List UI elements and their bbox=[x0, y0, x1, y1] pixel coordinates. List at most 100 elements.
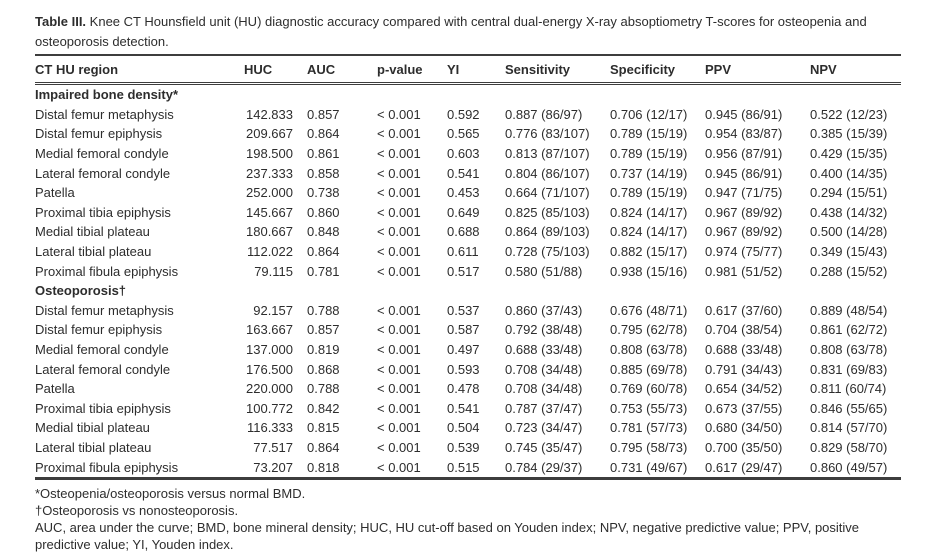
footnote-dagger: †Osteoporosis vs nonosteoporosis. bbox=[35, 503, 239, 519]
table-row: Proximal tibia epiphysis 145.667 0.860 < 0.… bbox=[35, 203, 901, 223]
table-row: Medial tibial plateau 116.333 0.815 < 0.001… bbox=[35, 418, 901, 438]
table-cell: 0.537 bbox=[447, 302, 480, 318]
table-cell: 0.781 bbox=[307, 263, 340, 279]
table-cell: 0.400 (14/35) bbox=[810, 165, 888, 181]
table-cell: 220.000 bbox=[246, 381, 293, 397]
table-cell: < 0.001 bbox=[377, 106, 421, 122]
table-cell: 0.864 bbox=[307, 126, 340, 142]
table-cell: 0.956 (87/91) bbox=[705, 146, 783, 162]
table-cell: 0.831 (69/83) bbox=[810, 361, 888, 377]
row-label-cell: Lateral femoral condyle bbox=[35, 165, 171, 181]
table-cell: < 0.001 bbox=[377, 420, 421, 436]
row-label-cell: Patella bbox=[35, 185, 75, 201]
table-cell: 0.889 (48/54) bbox=[810, 302, 888, 318]
table-row: Distal femur metaphysis 142.833 0.857 < 0.0… bbox=[35, 105, 901, 125]
footnote-asterisk: *Osteopenia/osteoporosis versus normal B… bbox=[35, 485, 306, 501]
table-cell: 0.967 (89/92) bbox=[705, 224, 783, 240]
table-cell: < 0.001 bbox=[377, 459, 421, 475]
table-cell: 0.787 (37/47) bbox=[505, 400, 583, 416]
table-cell: 0.453 bbox=[447, 185, 480, 201]
table-cell: 0.664 (71/107) bbox=[505, 185, 590, 201]
table-cell: 0.857 bbox=[307, 322, 340, 338]
table-cell: 0.981 (51/52) bbox=[705, 263, 783, 279]
row-label-cell: Proximal fibula epiphysis bbox=[35, 263, 179, 279]
column-header-auc: AUC bbox=[297, 54, 367, 85]
table-cell: < 0.001 bbox=[377, 204, 421, 220]
table-cell: 0.860 bbox=[307, 204, 340, 220]
table-row: Medial femoral condyle 198.500 0.861 < 0.00… bbox=[35, 144, 901, 164]
table-cell: 0.539 bbox=[447, 439, 480, 455]
table-cell: 0.731 (49/67) bbox=[610, 459, 688, 475]
table-cell: 0.858 bbox=[307, 165, 340, 181]
table-row: Lateral femoral condyle 237.333 0.858 < 0.0… bbox=[35, 163, 901, 183]
table-cell: 180.667 bbox=[246, 224, 293, 240]
table-cell: 92.157 bbox=[253, 302, 293, 318]
table-cell: 0.887 (86/97) bbox=[505, 106, 583, 122]
table-body: Impaired bone density* Distal femur metap… bbox=[35, 84, 901, 479]
table-cell: 0.861 bbox=[307, 146, 340, 162]
table-cell: 77.517 bbox=[253, 439, 293, 455]
table-cell: < 0.001 bbox=[377, 302, 421, 318]
table-cell: 0.804 (86/107) bbox=[505, 165, 590, 181]
section-header-row: Impaired bone density* bbox=[35, 84, 901, 105]
table-footnotes: *Osteopenia/osteoporosis versus normal B… bbox=[35, 485, 905, 554]
table-row: Distal femur epiphysis 209.667 0.864 < 0.00… bbox=[35, 124, 901, 144]
table-cell: 0.688 (33/48) bbox=[705, 342, 783, 358]
table-cell: 209.667 bbox=[246, 126, 293, 142]
column-header-yi: YI bbox=[437, 54, 495, 85]
table-cell: 0.857 bbox=[307, 106, 340, 122]
row-label-cell: Medial femoral condyle bbox=[35, 342, 169, 358]
table-cell: 0.429 (15/35) bbox=[810, 146, 888, 162]
table-cell: 0.593 bbox=[447, 361, 480, 377]
table-cell: 0.967 (89/92) bbox=[705, 204, 783, 220]
table-cell: 0.654 (34/52) bbox=[705, 381, 783, 397]
table-cell: < 0.001 bbox=[377, 263, 421, 279]
table-cell: 0.808 (63/78) bbox=[610, 342, 688, 358]
section-header-row: Osteoporosis† bbox=[35, 281, 901, 301]
table-cell: 0.649 bbox=[447, 204, 480, 220]
table-cell: 0.788 bbox=[307, 302, 340, 318]
column-header-npv: NPV bbox=[800, 54, 901, 85]
table-cell: 0.824 (14/17) bbox=[610, 204, 688, 220]
table-cell: 0.885 (69/78) bbox=[610, 361, 688, 377]
table-cell: < 0.001 bbox=[377, 400, 421, 416]
table-cell: 0.814 (57/70) bbox=[810, 420, 888, 436]
table-cell: 0.860 (37/43) bbox=[505, 302, 583, 318]
table-cell: 0.813 (87/107) bbox=[505, 146, 590, 162]
table-cell: < 0.001 bbox=[377, 381, 421, 397]
table-row: Proximal fibula epiphysis 79.115 0.781 < 0.… bbox=[35, 261, 901, 281]
table-row: Proximal tibia epiphysis 100.772 0.842 < 0.… bbox=[35, 399, 901, 419]
table-cell: 0.385 (15/39) bbox=[810, 126, 888, 142]
table-cell: 0.818 bbox=[307, 459, 340, 475]
table-cell: 0.723 (34/47) bbox=[505, 420, 583, 436]
table-cell: 0.868 bbox=[307, 361, 340, 377]
table-cell: 0.842 bbox=[307, 400, 340, 416]
row-label-cell: Proximal fibula epiphysis bbox=[35, 459, 179, 475]
table-cell: 0.860 (49/57) bbox=[810, 459, 888, 475]
table-title-label: Table III. bbox=[35, 14, 87, 29]
table-row: Medial tibial plateau 180.667 0.848 < 0.001… bbox=[35, 222, 901, 242]
row-label-cell: Distal femur metaphysis bbox=[35, 302, 174, 318]
table-cell: < 0.001 bbox=[377, 322, 421, 338]
table-cell: 0.864 bbox=[307, 244, 340, 260]
table-cell: 0.706 (12/17) bbox=[610, 106, 688, 122]
table-cell: 0.945 (86/91) bbox=[705, 106, 783, 122]
column-header-p-value: p-value bbox=[367, 54, 437, 85]
table-cell: 0.788 bbox=[307, 381, 340, 397]
section-header-cell: Impaired bone density* bbox=[35, 87, 179, 103]
row-label-cell: Distal femur epiphysis bbox=[35, 322, 163, 338]
table-cell: 0.947 (71/75) bbox=[705, 185, 783, 201]
table-cell: < 0.001 bbox=[377, 224, 421, 240]
table-cell: 0.688 (33/48) bbox=[505, 342, 583, 358]
table-cell: 0.500 (14/28) bbox=[810, 224, 888, 240]
table-row: Proximal fibula epiphysis 73.207 0.818 < 0.… bbox=[35, 457, 901, 478]
table-cell: 252.000 bbox=[246, 185, 293, 201]
table-cell: 0.769 (60/78) bbox=[610, 381, 688, 397]
table-cell: 0.808 (63/78) bbox=[810, 342, 888, 358]
section-header-cell: Osteoporosis† bbox=[35, 283, 127, 299]
column-header-sensitivity: Sensitivity bbox=[495, 54, 600, 85]
table-cell: 0.603 bbox=[447, 146, 480, 162]
table-cell: 0.974 (75/77) bbox=[705, 244, 783, 260]
table-cell: 0.504 bbox=[447, 420, 480, 436]
